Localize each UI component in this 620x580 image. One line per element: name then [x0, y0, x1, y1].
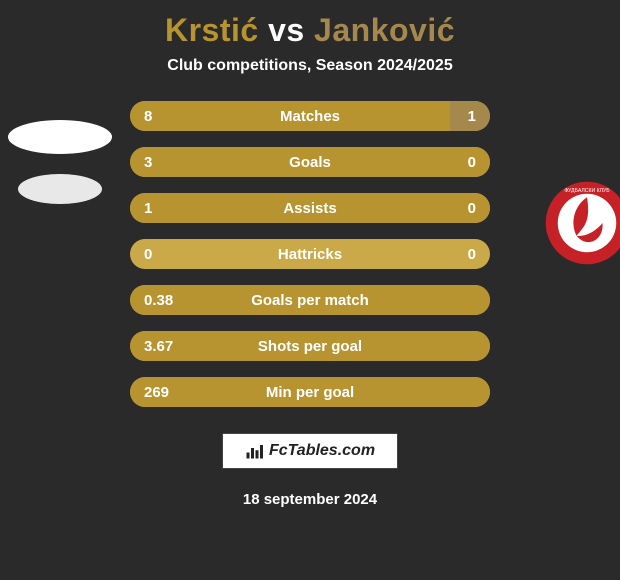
stat-right-value: 0	[430, 154, 490, 171]
brand-text: FcTables.com	[269, 442, 375, 460]
brand-tag: FcTables.com	[222, 433, 398, 469]
stat-left-value: 8	[130, 108, 190, 125]
stat-right-value: 1	[430, 108, 490, 125]
player1-badge-placeholder-bottom	[18, 174, 102, 204]
stat-left-value: 269	[130, 384, 190, 401]
stat-row: 8Matches1	[130, 101, 490, 131]
stat-row: 3Goals0	[130, 147, 490, 177]
title-separator: vs	[259, 12, 314, 48]
stat-row: 0Hattricks0	[130, 239, 490, 269]
page-title: Krstić vs Janković	[0, 0, 620, 49]
stat-left-value: 1	[130, 200, 190, 217]
stat-row: 269Min per goal	[130, 377, 490, 407]
stat-label: Matches	[190, 108, 430, 125]
stat-right-value: 0	[430, 200, 490, 217]
stat-row: 3.67Shots per goal	[130, 331, 490, 361]
stat-label: Hattricks	[190, 246, 430, 263]
bar-chart-icon	[245, 442, 263, 460]
stat-label: Goals per match	[190, 292, 430, 309]
stat-left-value: 3.67	[130, 338, 190, 355]
subtitle: Club competitions, Season 2024/2025	[0, 57, 620, 75]
stat-left-value: 0.38	[130, 292, 190, 309]
stat-row: 1Assists0	[130, 193, 490, 223]
svg-text:ФУДБАЛСКИ КЛУБ: ФУДБАЛСКИ КЛУБ	[564, 188, 610, 194]
player2-club-badge: ФУДБАЛСКИ КЛУБ	[544, 180, 620, 266]
stats-container: 8Matches13Goals01Assists00Hattricks00.38…	[130, 101, 490, 407]
stat-left-value: 3	[130, 154, 190, 171]
footer-date: 18 september 2024	[0, 491, 620, 508]
stat-row: 0.38Goals per match	[130, 285, 490, 315]
stat-label: Assists	[190, 200, 430, 217]
stat-right-value: 0	[430, 246, 490, 263]
stat-label: Shots per goal	[190, 338, 430, 355]
stat-left-value: 0	[130, 246, 190, 263]
player2-name: Janković	[314, 12, 455, 48]
stat-label: Goals	[190, 154, 430, 171]
player1-name: Krstić	[165, 12, 259, 48]
stat-label: Min per goal	[190, 384, 430, 401]
player1-badge-placeholder-top	[8, 120, 112, 154]
